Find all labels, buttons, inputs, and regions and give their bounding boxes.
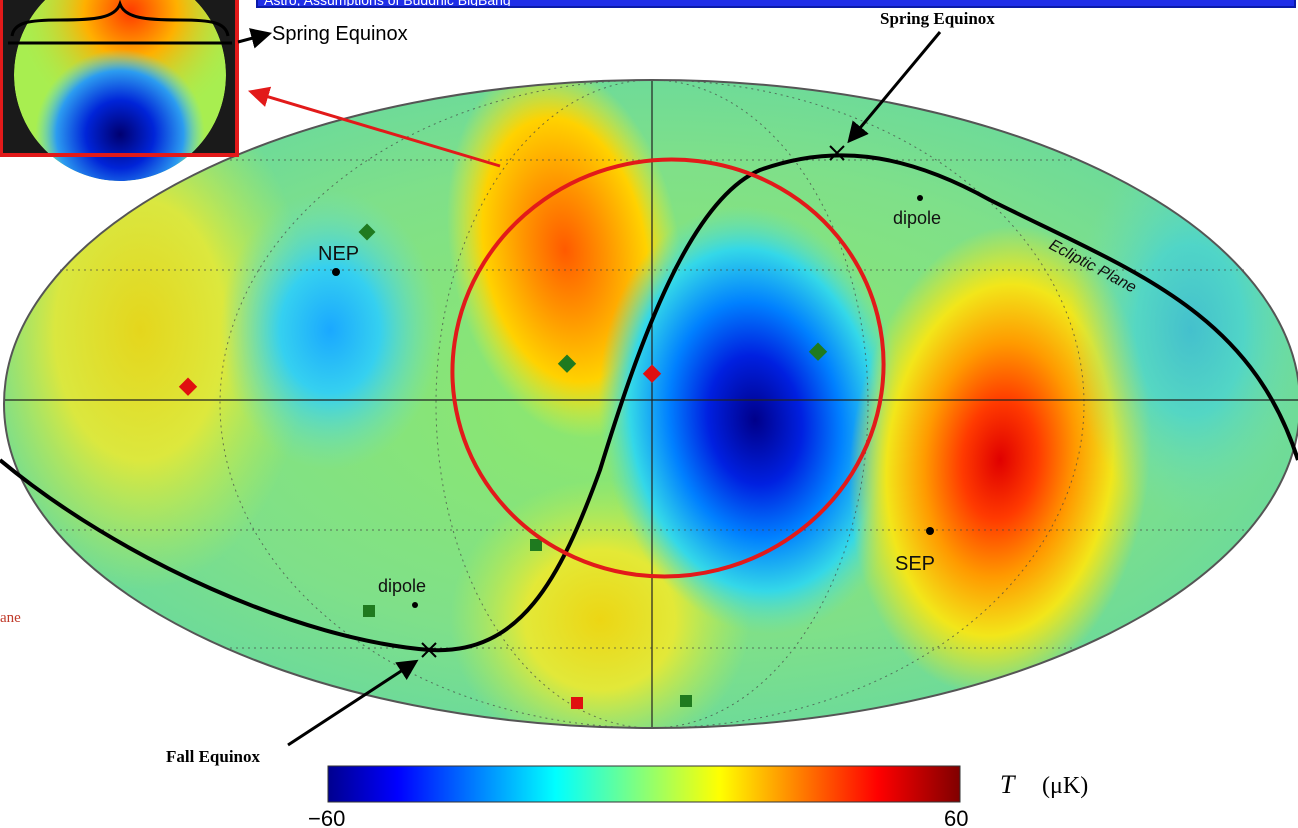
green-diamond-marker [557,354,577,373]
dipole-bottom-label: dipole [378,576,426,596]
banner-text: Astro, Assumptions of Buddhic BigBang [264,0,511,8]
fall-equinox-arrow [287,659,419,747]
green-square-marker [680,695,692,707]
nep-dot [332,268,340,276]
top-banner: Astro, Assumptions of Buddhic BigBang [256,0,1296,8]
ecliptic-plane-curve [0,153,1298,653]
dipole-bottom-dot [412,602,418,608]
inset-brace [10,0,230,37]
dipole-top-label: dipole [893,208,941,228]
temperature-field [4,80,1298,728]
sep-label: SEP [895,553,935,575]
sky-map: NEP SEP dipole dipole Ecliptic Plane [0,79,1298,729]
cut-off-label: ane [0,610,21,626]
inset-equinox-arrow [237,28,273,49]
axes [4,80,1298,728]
colorbar-unit-symbol: T [1000,770,1016,799]
spring-equinox-marker [829,145,845,161]
red-square-marker [571,697,583,709]
sep-dot [926,527,934,535]
fall-equinox-title: Fall Equinox [166,747,261,766]
highlight-ring [450,157,886,579]
green-diamond-marker [808,342,828,361]
red-diamond-marker [178,377,198,396]
colorbar-unit-text: (μK) [1042,773,1088,799]
dipole-top-dot [917,195,923,201]
spring-equinox-arrow [847,31,942,144]
inset-frame [0,0,239,157]
colorbar-max-label: 60 [944,806,968,828]
green-square-marker [363,605,375,617]
inset-spring-equinox-label: Spring Equinox [272,23,408,45]
green-diamond-marker [358,223,376,241]
sky-map-outline [3,79,1298,729]
fall-equinox-marker [421,642,437,658]
highlight-connector-arrow [247,86,501,168]
nep-label: NEP [318,243,359,265]
green-square-marker [530,539,542,551]
red-diamond-marker [642,364,662,383]
spring-equinox-title: Spring Equinox [880,9,995,28]
colorbar: −60 60 T (μK) [308,765,1088,828]
colorbar-min-label: −60 [308,806,345,828]
inset-panel [0,0,239,181]
